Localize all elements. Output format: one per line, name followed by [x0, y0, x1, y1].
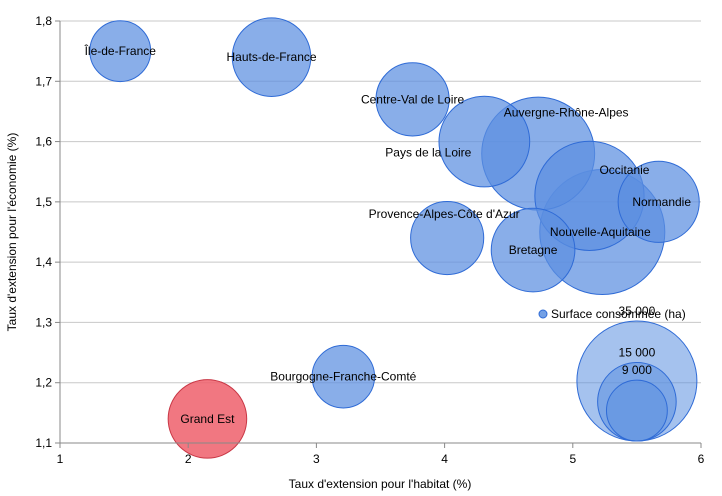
y-tick-label: 1,7: [35, 74, 52, 88]
bubble-label: Grand Est: [180, 412, 235, 426]
bubble: [375, 62, 450, 137]
bubble: [410, 200, 485, 276]
x-tick-label: 1: [57, 452, 64, 466]
bubble-label: Île-de-France: [84, 43, 157, 58]
bubble: [231, 17, 312, 97]
legend-size-label: 35 000: [619, 304, 656, 318]
y-tick-label: 1,6: [35, 135, 52, 149]
bubble: [617, 160, 700, 243]
legend: Surface consommée (ha)35 000 15 000 9 000: [538, 304, 698, 442]
x-tick-label: 5: [569, 452, 576, 466]
y-tick-label: 1,3: [35, 315, 52, 329]
bubble-label: Hauts-de-France: [227, 50, 317, 64]
bubble: [167, 379, 248, 459]
x-axis-title: Taux d'extension pour l'habitat (%): [289, 477, 472, 491]
bubble: [490, 207, 576, 293]
x-tick-label: 4: [441, 452, 448, 466]
bubble-label: Centre-Val de Loire: [361, 92, 464, 106]
bubble: [311, 344, 376, 409]
y-tick-label: 1,4: [35, 255, 52, 269]
bubble: [438, 95, 531, 188]
legend-marker: [538, 309, 548, 319]
bubble-label: Auvergne-Rhône-Alpes: [504, 106, 629, 120]
legend-size-label: 9 000: [622, 363, 652, 377]
legend-bubble: [605, 379, 668, 442]
bubble-label: Normandie: [632, 195, 691, 209]
x-tick-label: 6: [698, 452, 705, 466]
y-axis-title: Taux d'extension pour l'économie (%): [5, 133, 19, 332]
y-tick-label: 1,8: [35, 14, 52, 28]
y-tick-label: 1,1: [35, 436, 52, 450]
bubble-label: Bourgogne-Franche-Comté: [270, 370, 416, 384]
legend-title: Surface consommée (ha): [551, 307, 686, 321]
y-tick-label: 1,5: [35, 195, 52, 209]
bubbles: [89, 17, 700, 459]
bubble-labels: Île-de-France Hauts-de-France Centre-Val d…: [84, 43, 692, 426]
bubble-label: Nouvelle-Aquitaine: [550, 225, 651, 239]
bubble-label: Occitanie: [599, 163, 649, 177]
x-tick-label: 2: [185, 452, 192, 466]
x-tick-label: 3: [313, 452, 320, 466]
bubble: [89, 20, 152, 83]
axes: 1,1 1,2 1,3 1,4 1,5 1,6 1,7 1,8 1 2 3 4 5 6: [35, 14, 704, 466]
legend-size-label: 15 000: [619, 345, 656, 359]
bubble-label: Pays de la Loire: [385, 146, 471, 160]
bubble-label: Provence-Alpes-Côte d'Azur: [369, 207, 520, 221]
bubble-label: Bretagne: [509, 243, 558, 257]
y-tick-label: 1,2: [35, 376, 52, 390]
